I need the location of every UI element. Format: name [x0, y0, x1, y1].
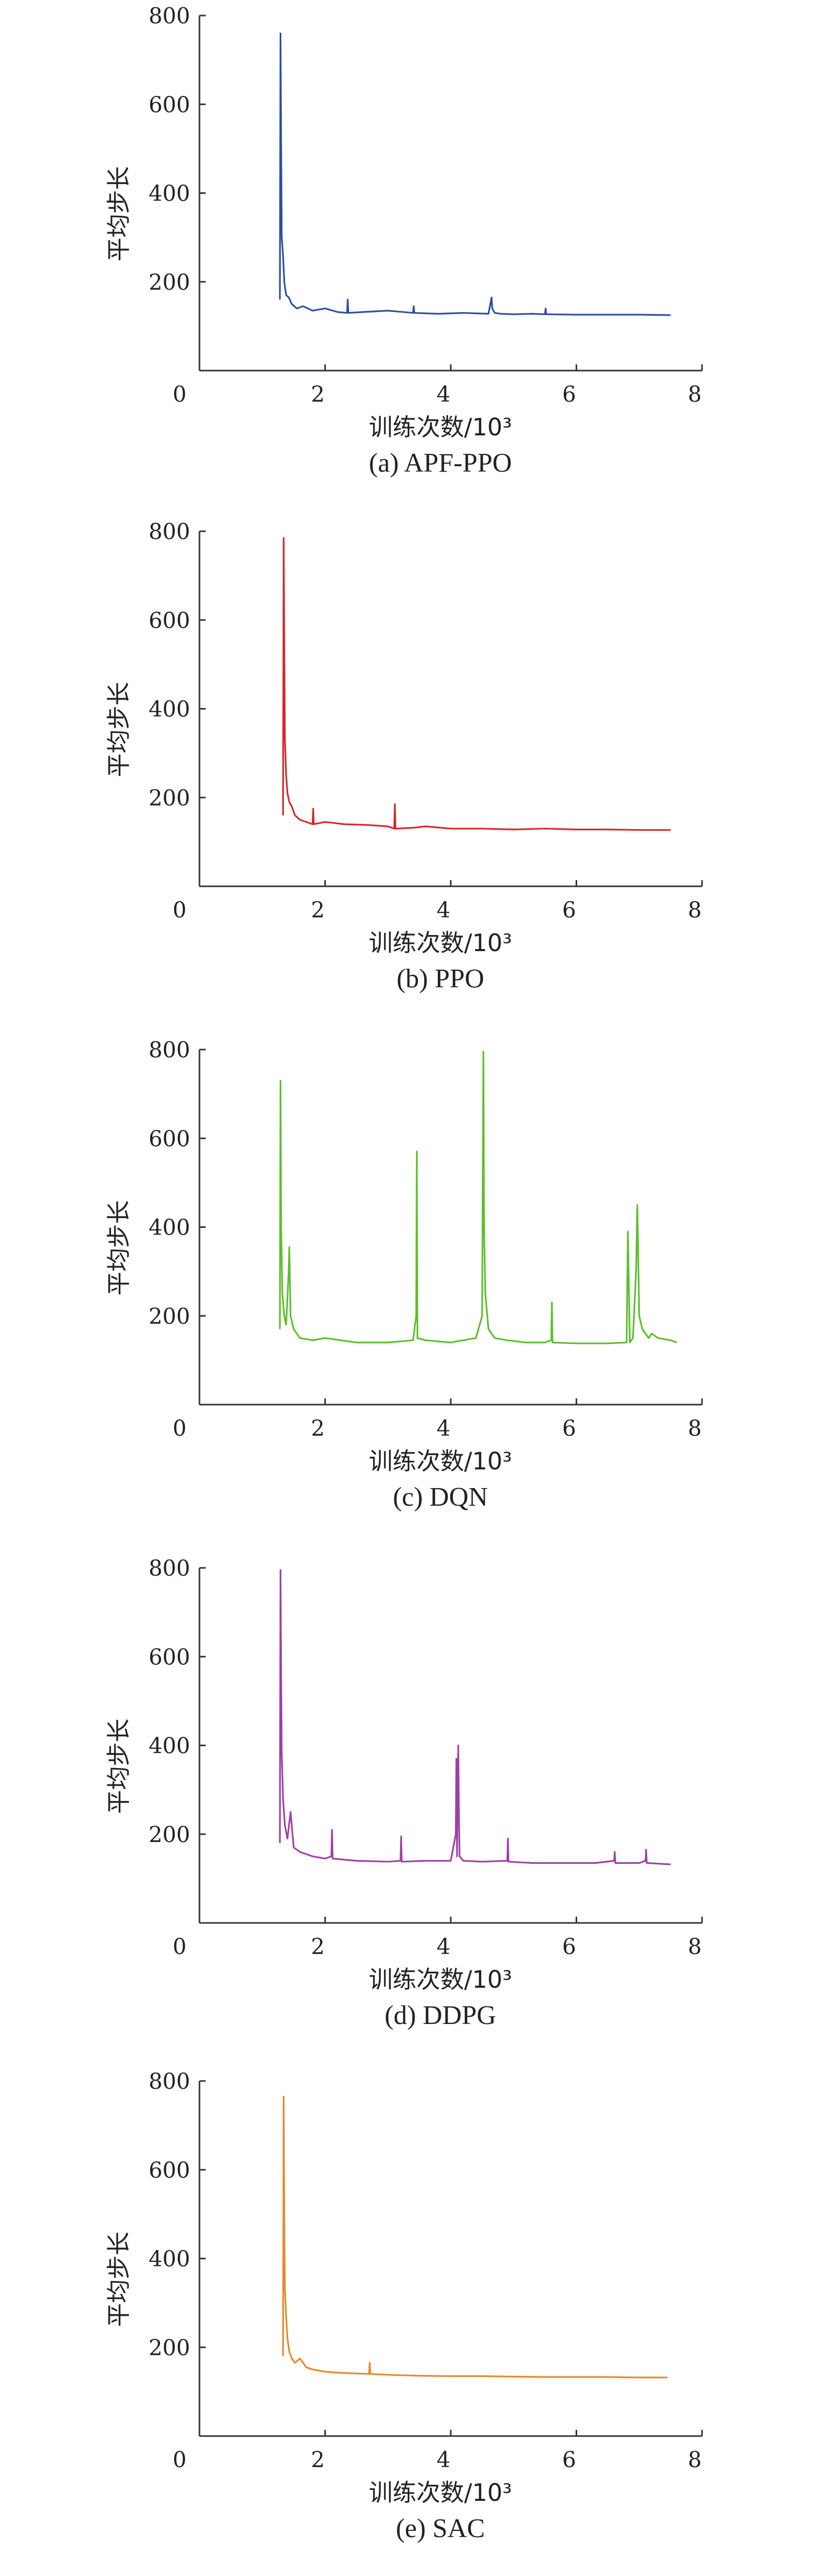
chart-caption: (e) SAC	[396, 2514, 485, 2543]
series-line-1	[279, 32, 671, 316]
x-tick-label: 8	[688, 1416, 702, 1441]
x-tick-label: 0	[173, 2447, 187, 2472]
x-tick-label: 2	[311, 1416, 325, 1441]
y-tick-label: 400	[149, 1733, 190, 1759]
y-tick-label: 800	[149, 3, 190, 29]
x-tick-label: 0	[173, 1416, 187, 1441]
chart-caption: (c) DQN	[393, 1482, 488, 1512]
chart-caption: (a) APF-PPO	[369, 448, 512, 478]
chart-caption: (b) PPO	[396, 964, 484, 994]
x-tick-label: 4	[437, 2447, 451, 2472]
x-tick-label: 8	[688, 897, 702, 923]
y-tick-label: 800	[149, 1555, 190, 1581]
x-axis-title: 训练次数/10³	[369, 929, 512, 957]
y-tick-label: 600	[149, 92, 190, 117]
x-tick-label: 4	[437, 1416, 451, 1441]
x-tick-label: 6	[562, 2447, 576, 2472]
y-tick-label: 400	[149, 2246, 190, 2272]
y-tick-label: 600	[149, 1644, 190, 1669]
series-line-1	[279, 1051, 678, 1344]
y-tick-label: 400	[149, 181, 190, 206]
x-tick-label: 2	[311, 1934, 325, 1959]
x-tick-label: 4	[437, 897, 451, 923]
y-tick-label: 600	[149, 607, 190, 633]
y-tick-label: 200	[149, 1822, 190, 1847]
x-tick-label: 6	[562, 1416, 576, 1441]
y-tick-label: 800	[149, 1037, 190, 1063]
y-tick-label: 400	[149, 697, 190, 722]
x-tick-label: 0	[173, 897, 187, 923]
x-tick-label: 6	[562, 1934, 576, 1959]
x-tick-label: 2	[311, 2447, 325, 2472]
y-tick-label: 200	[149, 2335, 190, 2360]
chart-caption: (d) DDPG	[384, 2001, 496, 2030]
x-tick-label: 2	[311, 897, 325, 923]
series-line-1	[282, 2096, 668, 2379]
x-axis-title: 训练次数/10³	[369, 1965, 512, 1993]
y-axis-title: 平均步长	[105, 2232, 133, 2327]
series-line-1	[279, 1569, 671, 1865]
y-tick-label: 200	[149, 270, 190, 295]
y-tick-label: 600	[149, 1126, 190, 1151]
y-tick-label: 800	[149, 519, 190, 544]
series-line-1	[282, 537, 671, 831]
x-tick-label: 8	[688, 381, 702, 407]
x-axis-title: 训练次数/10³	[369, 2479, 512, 2507]
x-tick-label: 2	[311, 381, 325, 407]
x-tick-label: 4	[437, 1934, 451, 1959]
y-tick-label: 600	[149, 2157, 190, 2183]
x-tick-label: 6	[562, 381, 576, 407]
x-tick-label: 0	[173, 1934, 187, 1959]
x-tick-label: 0	[173, 381, 187, 407]
x-tick-label: 6	[562, 897, 576, 923]
y-tick-label: 200	[149, 1304, 190, 1329]
x-axis-title: 训练次数/10³	[369, 413, 512, 441]
x-tick-label: 8	[688, 1934, 702, 1959]
y-axis-title: 平均步长	[105, 682, 133, 777]
y-axis-title: 平均步长	[105, 166, 133, 262]
x-tick-label: 4	[437, 381, 451, 407]
x-tick-label: 8	[688, 2447, 702, 2472]
y-tick-label: 200	[149, 785, 190, 811]
x-axis-title: 训练次数/10³	[369, 1447, 512, 1475]
y-axis-title: 平均步长	[105, 1719, 133, 1814]
y-tick-label: 400	[149, 1215, 190, 1240]
y-tick-label: 800	[149, 2069, 190, 2094]
y-axis-title: 平均步长	[105, 1200, 133, 1296]
